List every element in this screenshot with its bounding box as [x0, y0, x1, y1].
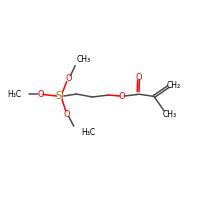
Text: CH₃: CH₃ — [162, 110, 177, 119]
Text: Si: Si — [56, 91, 65, 101]
Text: H₃C: H₃C — [7, 90, 22, 99]
Text: O: O — [119, 92, 126, 101]
Text: H₃C: H₃C — [82, 128, 96, 137]
Text: O: O — [135, 73, 142, 82]
Text: O: O — [37, 90, 44, 99]
Text: CH₂: CH₂ — [167, 81, 181, 90]
Text: CH₃: CH₃ — [77, 55, 91, 64]
Text: O: O — [65, 74, 72, 83]
Text: O: O — [64, 110, 71, 119]
